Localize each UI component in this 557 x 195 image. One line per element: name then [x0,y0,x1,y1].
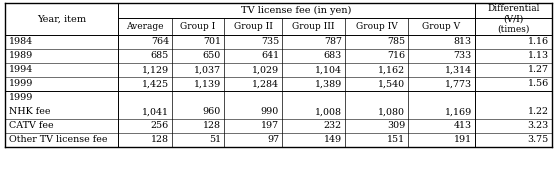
Text: 128: 128 [203,121,221,130]
Text: TV license fee (in yen): TV license fee (in yen) [241,6,351,15]
Text: 1.27: 1.27 [528,66,549,74]
Text: 1999: 1999 [9,93,33,103]
Text: 1994: 1994 [9,66,33,74]
Text: 3.75: 3.75 [527,136,549,144]
Text: 733: 733 [454,51,472,60]
Text: 1984: 1984 [9,37,33,46]
Text: 641: 641 [261,51,279,60]
Text: 128: 128 [151,136,169,144]
Text: 1.56: 1.56 [527,80,549,89]
Text: 413: 413 [454,121,472,130]
Text: 1,540: 1,540 [378,80,405,89]
Text: Group I: Group I [180,22,216,31]
Text: Group II: Group II [233,22,272,31]
Text: 1,029: 1,029 [252,66,279,74]
Text: 1,139: 1,139 [194,80,221,89]
Text: 309: 309 [387,121,405,130]
Text: 683: 683 [324,51,342,60]
Text: 960: 960 [203,107,221,116]
Text: 97: 97 [267,136,279,144]
Text: 1,389: 1,389 [315,80,342,89]
Text: Average: Average [126,22,164,31]
Text: 813: 813 [454,37,472,46]
Text: 191: 191 [454,136,472,144]
Text: 1,284: 1,284 [252,80,279,89]
Text: NHK fee: NHK fee [9,107,51,116]
Text: 1.16: 1.16 [528,37,549,46]
Text: 735: 735 [261,37,279,46]
Text: Group IV: Group IV [355,22,397,31]
Text: 685: 685 [151,51,169,60]
Text: Group V: Group V [422,22,461,31]
Text: 785: 785 [387,37,405,46]
Text: Group III: Group III [292,22,335,31]
Text: 650: 650 [203,51,221,60]
Text: 716: 716 [387,51,405,60]
Text: 1999: 1999 [9,80,33,89]
Text: 51: 51 [209,136,221,144]
Text: 1,104: 1,104 [315,66,342,74]
Text: 1,080: 1,080 [378,107,405,116]
Text: 1,162: 1,162 [378,66,405,74]
Text: Year, item: Year, item [37,14,86,24]
Text: 256: 256 [151,121,169,130]
Text: 701: 701 [203,37,221,46]
Text: 787: 787 [324,37,342,46]
Text: 1,041: 1,041 [142,107,169,116]
Text: 1,425: 1,425 [142,80,169,89]
Text: 3.23: 3.23 [527,121,549,130]
Text: 1.13: 1.13 [528,51,549,60]
Text: 151: 151 [387,136,405,144]
Text: 1989: 1989 [9,51,33,60]
Text: 149: 149 [324,136,342,144]
Text: 1,773: 1,773 [445,80,472,89]
Text: Other TV license fee: Other TV license fee [9,136,108,144]
Text: 232: 232 [324,121,342,130]
Text: CATV fee: CATV fee [9,121,53,130]
Text: Differential
(V/I)
(times): Differential (V/I) (times) [487,4,540,34]
Text: 197: 197 [261,121,279,130]
Text: 990: 990 [261,107,279,116]
Text: 764: 764 [151,37,169,46]
Text: 1,037: 1,037 [194,66,221,74]
Text: 1,008: 1,008 [315,107,342,116]
Text: 1.22: 1.22 [528,107,549,116]
Text: 1,169: 1,169 [444,107,472,116]
Text: 1,314: 1,314 [445,66,472,74]
Text: 1,129: 1,129 [142,66,169,74]
